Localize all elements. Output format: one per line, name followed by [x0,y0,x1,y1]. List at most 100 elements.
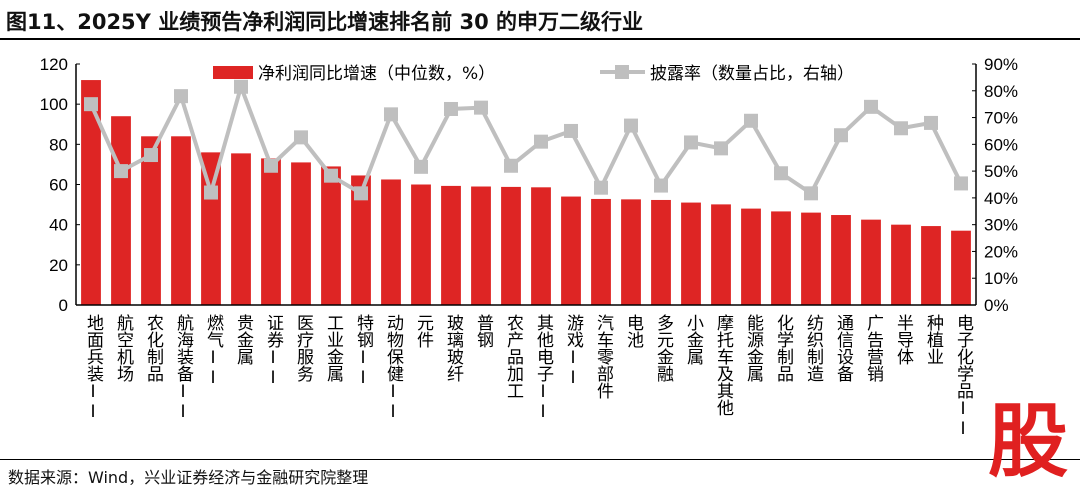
bar [111,116,131,305]
bar [261,158,281,305]
y-left-tick-label: 120 [40,55,68,74]
bar [711,204,731,305]
y-left-tick-label: 20 [49,256,68,275]
bar [501,186,521,305]
x-tick-label: 地面兵装II [83,314,103,422]
line-marker [624,118,638,133]
line-marker [714,141,728,156]
y-right-tick-label: 80% [984,82,1018,101]
line-marker [534,134,548,149]
line-marker [444,101,458,116]
y-right-tick-label: 90% [984,55,1018,74]
x-tick-label: 小金属 [683,314,703,365]
line-marker [174,89,188,104]
x-tick-label: 汽车零部件 [593,314,613,399]
line-marker [414,159,428,174]
line-marker [834,128,848,143]
x-tick-label: 元件 [413,314,433,348]
line-marker [84,97,98,112]
x-tick-label: 贵金属 [233,314,253,365]
bar [921,226,941,305]
line-marker [324,168,338,183]
line-marker [474,100,488,115]
line-marker [594,180,608,195]
title-divider [0,38,1080,40]
line-marker [774,166,788,181]
disclosure-rate-line [89,80,963,200]
bar [321,166,341,305]
bar [411,184,431,305]
x-tick-label: 证券II [263,314,283,388]
legend-label-bar: 净利润同比增速（中位数，%） [258,64,495,84]
bar [531,187,551,305]
bar [171,136,191,305]
y-right-tick-label: 60% [984,135,1018,154]
bar [651,199,671,305]
x-tick-label: 普钢 [473,314,493,348]
watermark-logo: 股 [988,395,1068,488]
x-tick-label: 化学制品 [773,314,793,382]
x-tick-label: 电子化学品II [953,314,973,439]
legend-swatch-bar [213,66,253,79]
x-tick-label: 其他电子II [533,314,553,422]
x-tick-label: 航空机场 [113,314,133,382]
x-tick-label: 多元金融 [653,314,673,382]
line-marker [744,113,758,128]
line-marker [204,185,218,200]
y-left-tick-label: 0 [59,296,68,315]
bar [591,198,611,305]
bar [351,175,371,305]
y-left-tick-label: 80 [49,135,68,154]
y-left-tick-label: 100 [40,95,68,114]
bar [471,186,491,305]
line-marker [864,99,878,114]
x-tick-label: 种植业 [923,314,943,365]
line-marker [384,107,398,122]
x-tick-label: 半导体 [893,314,913,365]
y-right-tick-label: 0% [984,296,1009,315]
x-tick-label: 燃气II [203,314,223,388]
bar [231,153,251,305]
x-tick-label: 工业金属 [323,314,343,382]
x-tick-label: 动物保健II [383,314,403,422]
line-marker [144,148,158,163]
line-marker [924,115,938,130]
y-left-tick-label: 40 [49,216,68,235]
x-tick-label: 玻璃玻纤 [443,314,463,382]
x-tick-label: 游戏II [563,314,583,388]
x-tick-label: 航海装备II [173,314,193,422]
y-right-tick-label: 40% [984,189,1018,208]
source-note: 数据来源：Wind，兴业证券经济与金融研究院整理 [8,468,369,487]
bar [141,136,161,305]
line-marker [264,158,278,173]
line-marker [354,186,368,201]
bar [891,224,911,305]
bar [741,208,761,305]
y-right-tick-label: 70% [984,109,1018,128]
x-tick-label: 能源金属 [743,314,763,382]
bar [831,215,851,305]
line-marker [954,176,968,191]
line-marker [504,158,518,173]
footer-divider [0,459,1080,460]
line-marker [894,121,908,136]
x-tick-label: 广告营销 [863,314,883,382]
line-marker [114,164,128,179]
x-tick-label: 特钢II [353,314,373,388]
line-marker [684,135,698,150]
x-tick-label: 电池 [623,314,643,348]
bar [801,212,821,305]
bar [771,211,791,305]
bar [951,230,971,305]
x-tick-label: 医疗服务 [293,314,313,382]
chart-title: 图11、2025Y 业绩预告净利润同比增速排名前 30 的申万二级行业 [6,10,644,34]
bar [441,185,461,305]
y-right-tick-label: 50% [984,162,1018,181]
x-tick-label: 摩托车及其他 [713,314,733,416]
line-marker [294,130,308,145]
bar [561,196,581,305]
line-marker [654,178,668,193]
y-right-tick-label: 10% [984,269,1018,288]
legend-marker-line [615,65,629,79]
y-right-tick-label: 30% [984,216,1018,235]
